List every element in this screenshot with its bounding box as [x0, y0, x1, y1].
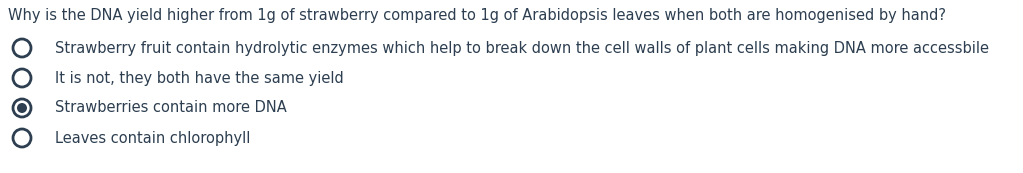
Text: It is not, they both have the same yield: It is not, they both have the same yield [55, 71, 344, 85]
Text: Why is the DNA yield higher from 1g of strawberry compared to 1g of Arabidopsis : Why is the DNA yield higher from 1g of s… [8, 8, 946, 23]
Text: Strawberry fruit contain hydrolytic enzymes which help to break down the cell wa: Strawberry fruit contain hydrolytic enzy… [55, 40, 989, 56]
Text: Strawberries contain more DNA: Strawberries contain more DNA [55, 101, 286, 116]
Text: Leaves contain chlorophyll: Leaves contain chlorophyll [55, 130, 251, 145]
Ellipse shape [17, 103, 27, 113]
